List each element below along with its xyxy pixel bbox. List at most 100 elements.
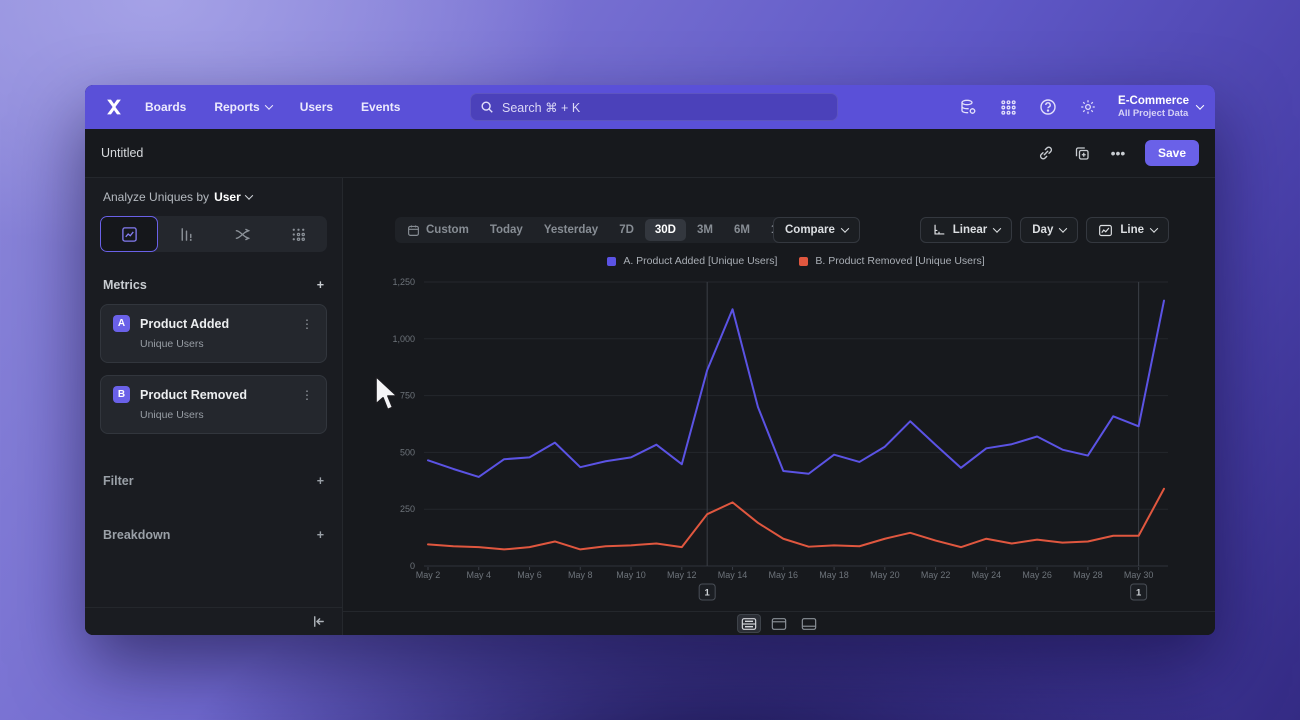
- tab-flows[interactable]: [215, 216, 271, 252]
- duplicate-icon[interactable]: [1073, 144, 1091, 162]
- interval-selector[interactable]: Day: [1020, 217, 1079, 243]
- view-layout-toolbar: [343, 611, 1215, 635]
- more-options-icon[interactable]: •••: [1110, 145, 1126, 161]
- nav-right-cluster: E-Commerce All Project Data: [958, 85, 1205, 129]
- app-window: Boards Reports Users Events Search ⌘ + K: [85, 85, 1215, 635]
- annotation-badge[interactable]: [1130, 583, 1148, 601]
- filter-section: Filter +: [100, 474, 327, 488]
- report-titlebar: Untitled ••• Save: [85, 129, 1215, 178]
- nav-item-users[interactable]: Users: [299, 100, 334, 114]
- chart-type-label: Line: [1120, 224, 1144, 236]
- report-type-tabs: [100, 216, 327, 252]
- top-nav: Boards Reports Users Events Search ⌘ + K: [85, 85, 1215, 129]
- help-icon[interactable]: [1038, 97, 1058, 117]
- add-breakdown-button[interactable]: +: [316, 528, 324, 542]
- mixpanel-logo-icon[interactable]: [101, 94, 127, 120]
- scale-selector[interactable]: Linear: [919, 217, 1013, 243]
- range-yesterday[interactable]: Yesterday: [543, 224, 599, 236]
- x-axis-tick-label: May 2: [416, 570, 441, 580]
- nav-item-boards[interactable]: Boards: [145, 100, 187, 114]
- funnels-icon: [181, 227, 192, 241]
- x-axis-tick-label: May 4: [467, 570, 492, 580]
- compare-button[interactable]: Compare: [773, 217, 860, 243]
- primary-nav: Boards Reports Users Events: [145, 100, 400, 114]
- legend-item-a[interactable]: A. Product Added [Unique Users]: [607, 255, 777, 267]
- metrics-header: Metrics +: [100, 278, 327, 292]
- x-axis-tick-label: May 24: [972, 570, 1002, 580]
- apps-grid-icon[interactable]: [998, 97, 1018, 117]
- report-title[interactable]: Untitled: [101, 146, 144, 160]
- flows-icon: [235, 228, 251, 240]
- tab-retention[interactable]: [271, 216, 327, 252]
- range-6m[interactable]: 6M: [733, 224, 750, 236]
- search-input[interactable]: Search ⌘ + K: [470, 93, 838, 121]
- nav-item-events[interactable]: Events: [361, 100, 401, 114]
- line-chart[interactable]: 0 250 500 750 1,000 1,250 1 1 May 2 May 4 May 6 May…: [373, 276, 1173, 616]
- series-line-b[interactable]: [427, 487, 1165, 551]
- sidebar-footer: [85, 607, 342, 635]
- chevron-down-icon: [1195, 101, 1205, 110]
- collapse-sidebar-icon[interactable]: [311, 614, 326, 629]
- chart-type-selector[interactable]: Line: [1086, 217, 1169, 243]
- analyze-prefix-label: Analyze Uniques by: [103, 190, 210, 204]
- chart-controls: Custom Today Yesterday 7D 30D 3M 6M 12M …: [343, 217, 1215, 243]
- x-axis-tick-label: May 6: [517, 570, 542, 580]
- tab-funnels[interactable]: [158, 216, 214, 252]
- data-management-icon[interactable]: [958, 97, 978, 117]
- layout-table-only-icon[interactable]: [797, 614, 821, 633]
- project-switcher[interactable]: E-Commerce All Project Data: [1118, 95, 1205, 119]
- range-7d[interactable]: 7D: [619, 224, 634, 236]
- metric-card-b[interactable]: B Product Removed ⋮ Unique Users: [100, 375, 327, 434]
- layout-split-rows-icon[interactable]: [737, 614, 761, 633]
- kebab-menu-icon[interactable]: ⋮: [301, 387, 314, 402]
- chevron-down-icon: [1149, 224, 1159, 233]
- axis-scale-icon: [934, 224, 945, 235]
- settings-gear-icon[interactable]: [1078, 97, 1098, 117]
- legend-item-b[interactable]: B. Product Removed [Unique Users]: [799, 255, 985, 267]
- chevron-down-icon: [840, 224, 850, 233]
- y-axis-tick-label: 1,000: [392, 334, 415, 344]
- compare-label: Compare: [785, 224, 835, 236]
- insights-chart-icon: [121, 226, 137, 242]
- range-custom[interactable]: Custom: [397, 219, 479, 241]
- share-link-icon[interactable]: [1037, 144, 1055, 162]
- range-label: Custom: [426, 224, 469, 236]
- query-sidebar: Analyze Uniques by User: [85, 178, 343, 635]
- metric-subtitle[interactable]: Unique Users: [140, 338, 204, 350]
- range-today[interactable]: Today: [489, 224, 523, 236]
- metric-name: Product Removed: [140, 387, 247, 402]
- legend-swatch-a: [607, 256, 617, 266]
- project-subtitle: All Project Data: [1118, 108, 1189, 119]
- save-button[interactable]: Save: [1144, 140, 1199, 166]
- x-axis-tick-label: May 10: [616, 570, 646, 580]
- calendar-icon: [408, 224, 419, 236]
- annotation-badge[interactable]: [698, 583, 716, 601]
- range-30d[interactable]: 30D: [644, 219, 686, 241]
- filter-label: Filter: [103, 474, 134, 488]
- kebab-menu-icon[interactable]: ⋮: [301, 316, 314, 331]
- search-icon: [481, 101, 493, 113]
- x-axis-tick-label: May 14: [718, 570, 748, 580]
- layout-chart-only-icon[interactable]: [767, 614, 791, 633]
- nav-item-reports[interactable]: Reports: [214, 100, 273, 114]
- add-filter-button[interactable]: +: [316, 474, 324, 488]
- chevron-down-icon: [993, 224, 1002, 233]
- metric-card-a[interactable]: A Product Added ⋮ Unique Users: [100, 304, 327, 363]
- chart-panel: Custom Today Yesterday 7D 30D 3M 6M 12M …: [343, 178, 1215, 635]
- x-axis-tick-label: May 28: [1073, 570, 1103, 580]
- analyze-value: User: [214, 190, 241, 204]
- chevron-down-icon: [264, 101, 273, 110]
- x-axis-tick-label: May 12: [667, 570, 697, 580]
- add-metric-button[interactable]: +: [316, 278, 324, 292]
- analyze-uniques-selector[interactable]: Analyze Uniques by User: [100, 190, 327, 204]
- retention-icon: [293, 228, 306, 241]
- metric-subtitle[interactable]: Unique Users: [140, 409, 204, 421]
- x-axis-tick-label: May 16: [769, 570, 799, 580]
- annotation-badge-label: 1: [705, 588, 711, 599]
- series-line-a[interactable]: [427, 299, 1165, 478]
- range-3m[interactable]: 3M: [697, 224, 713, 236]
- interval-label: Day: [1032, 224, 1054, 236]
- legend-label-b: B. Product Removed [Unique Users]: [815, 255, 985, 267]
- tab-insights[interactable]: [100, 216, 159, 252]
